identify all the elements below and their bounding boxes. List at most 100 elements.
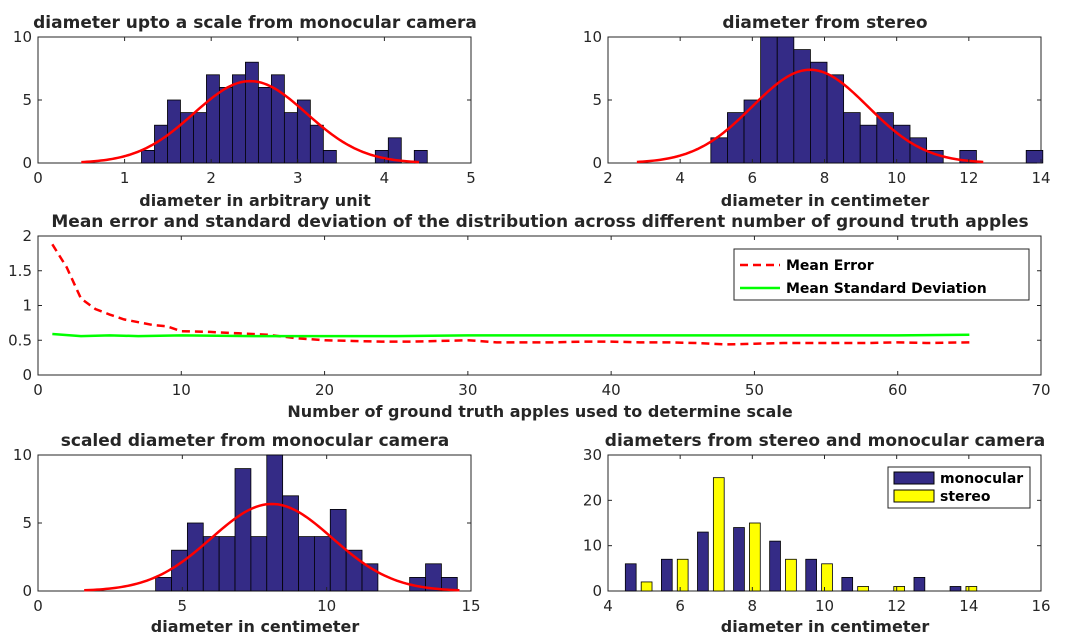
chart-title: diameter upto a scale from monocular cam…	[33, 13, 477, 33]
histogram-bar	[232, 74, 246, 164]
normal-fit-curve	[636, 68, 984, 164]
chart-title: diameter from stereo	[722, 13, 927, 33]
histogram-bar	[154, 124, 168, 164]
bar-monocular	[841, 577, 854, 592]
histogram-bar	[155, 577, 172, 592]
legend-label-mean-std: Mean Standard Deviation	[786, 281, 987, 297]
bar-stereo	[749, 522, 761, 592]
x-tick-label: 5	[466, 169, 476, 187]
bar-stereo	[893, 586, 906, 592]
histogram-bar	[298, 536, 315, 592]
x-tick-label: 16	[1031, 597, 1050, 615]
x-tick-label: 40	[602, 381, 621, 399]
histogram-bars	[141, 61, 428, 164]
normal-fit-curve	[81, 79, 420, 164]
y-tick-label: 10	[583, 28, 602, 46]
legend-label-stereo: stereo	[940, 489, 991, 505]
x-tick-label: 5	[178, 597, 188, 615]
histogram-bar	[266, 454, 284, 592]
y-tick-label: 5	[22, 514, 32, 532]
histogram-bar	[141, 149, 155, 164]
normal-fit-curve	[84, 502, 460, 592]
x-axis-label: diameter in centimeter	[721, 617, 930, 636]
bar-monocular	[769, 540, 781, 592]
chart-title: diameters from stereo and monocular came…	[605, 431, 1045, 451]
series-line-mean-error	[51, 243, 970, 346]
histogram-bar	[1025, 149, 1044, 164]
axis-ticks: 0 1 2 3 4 5 0 5 10	[13, 28, 476, 187]
chart-title: Mean error and standard deviation of the…	[51, 212, 1028, 232]
grouped-bars	[624, 477, 978, 592]
y-tick-label: 10	[13, 28, 32, 46]
histogram-bar	[793, 49, 811, 164]
histogram-bar	[193, 112, 207, 164]
x-tick-label: 20	[315, 381, 334, 399]
histogram-bar	[826, 74, 845, 164]
y-tick-label: 10	[13, 446, 32, 464]
x-tick-label: 10	[887, 169, 906, 187]
x-tick-label: 8	[748, 597, 758, 615]
legend-swatch-monocular	[893, 471, 935, 485]
histogram-bar	[876, 112, 894, 164]
x-tick-label: 4	[380, 169, 390, 187]
y-tick-label: 2	[22, 227, 32, 245]
x-tick-label: 4	[675, 169, 685, 187]
x-tick-label: 10	[172, 381, 191, 399]
legend: monocular stereo	[887, 466, 1031, 509]
y-tick-label: 1.5	[8, 262, 32, 280]
bar-stereo	[712, 477, 725, 592]
histogram-bar	[202, 536, 220, 592]
histogram-bar	[727, 112, 745, 164]
x-tick-label: 10	[317, 597, 336, 615]
y-tick-label: 0	[22, 154, 32, 172]
x-tick-label: 1	[120, 169, 130, 187]
bar-monocular	[624, 563, 637, 592]
legend-box	[733, 248, 1030, 301]
x-tick-label: 8	[820, 169, 830, 187]
axis-ticks: 0 10 20 30 40 50 60 70 0 0.5 1 1.5 2	[8, 227, 1050, 399]
x-tick-label: 30	[458, 381, 477, 399]
y-tick-label: 0	[22, 582, 32, 600]
histogram-bar	[313, 536, 331, 592]
y-tick-label: 10	[583, 537, 602, 555]
x-axis-label: diameter in centimeter	[151, 617, 360, 636]
chart-title: scaled diameter from monocular camera	[61, 431, 449, 451]
x-tick-label: 3	[293, 169, 303, 187]
histogram-bar	[322, 149, 337, 164]
x-tick-label: 14	[1031, 169, 1050, 187]
x-tick-label: 60	[888, 381, 907, 399]
legend-label-mean-error: Mean Error	[786, 258, 874, 274]
axis-ticks: 4 6 8 10 12 14 16 0 10 20 30	[583, 446, 1051, 615]
x-tick-label: 14	[959, 597, 978, 615]
x-tick-label: 2	[603, 169, 613, 187]
y-tick-label: 0	[592, 582, 602, 600]
histogram-bar	[309, 124, 324, 164]
series-line-mean-std	[52, 332, 970, 338]
x-tick-label: 0	[33, 381, 43, 399]
bar-monocular	[913, 577, 926, 592]
series-lines	[51, 243, 970, 346]
x-tick-label: 6	[675, 597, 685, 615]
histogram-bar	[413, 149, 428, 164]
y-tick-label: 0.5	[8, 331, 32, 349]
histogram-bar	[329, 508, 347, 592]
y-tick-label: 30	[583, 446, 602, 464]
bar-stereo	[857, 586, 869, 592]
panel-monocular-unscaled: diameter upto a scale from monocular cam…	[13, 13, 477, 210]
histogram-bar	[859, 124, 878, 164]
x-axis-label: Number of ground truth apples used to de…	[287, 402, 793, 421]
histogram-bar	[760, 36, 778, 164]
histogram-bar	[234, 468, 252, 592]
histogram-bar	[843, 112, 861, 164]
bar-stereo	[640, 581, 653, 592]
histogram-bar	[218, 536, 236, 592]
panel-mean-error: Mean error and standard deviation of the…	[8, 212, 1050, 421]
panel-comparison: diameters from stereo and monocular came…	[583, 431, 1051, 636]
bar-stereo	[676, 558, 689, 592]
histogram-bar	[776, 36, 795, 164]
x-tick-label: 15	[461, 597, 480, 615]
x-tick-label: 0	[33, 597, 43, 615]
y-tick-label: 5	[592, 91, 602, 109]
x-tick-label: 6	[748, 169, 758, 187]
x-tick-label: 70	[1031, 381, 1050, 399]
